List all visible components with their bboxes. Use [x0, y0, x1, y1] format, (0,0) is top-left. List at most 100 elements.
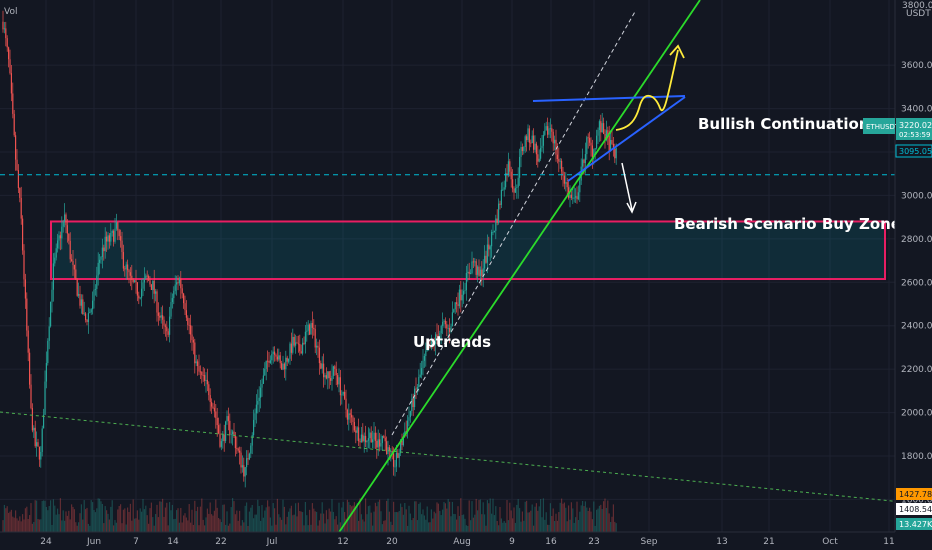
candle-body: [472, 261, 474, 263]
candle-body: [332, 366, 334, 376]
candle-body: [261, 383, 263, 388]
candle-body: [484, 255, 486, 269]
candle-body: [320, 363, 322, 369]
candle-body: [285, 357, 287, 370]
candle-body: [540, 148, 542, 159]
candle-body: [236, 448, 238, 449]
price-axis[interactable]: [895, 0, 932, 550]
volume-bar: [176, 510, 178, 532]
dashed-level-value: 3095.05: [899, 147, 932, 156]
candle-body: [591, 145, 593, 158]
candle-body: [500, 189, 502, 205]
volume-bar: [464, 518, 466, 532]
candle-body: [223, 434, 225, 441]
candle-body: [122, 252, 124, 269]
volume-bar: [409, 513, 411, 532]
volume-bar: [436, 502, 438, 532]
green-dotted-support-line[interactable]: [0, 411, 932, 506]
candle-body: [477, 266, 479, 275]
x-tick-label: 9: [509, 537, 515, 547]
volume-bar: [429, 522, 431, 532]
volume-bar: [381, 524, 383, 532]
candle-body: [93, 289, 95, 301]
volume-value: 13.427K: [899, 520, 932, 529]
candle-body: [167, 331, 169, 335]
volume-bar: [197, 506, 199, 532]
volume-badge[interactable]: [896, 518, 932, 530]
candle-body: [66, 225, 68, 234]
dashed-level-badge[interactable]: [895, 144, 932, 158]
candle-body: [380, 443, 382, 447]
candle-body: [597, 129, 599, 136]
candle-body: [26, 298, 28, 331]
volume-bar: [545, 512, 547, 532]
volume-bar: [579, 511, 581, 532]
triangle-top-line[interactable]: [532, 95, 686, 102]
current-price-value-badge[interactable]: [896, 118, 932, 140]
time-axis[interactable]: [0, 532, 895, 550]
volume-bar: [288, 511, 290, 532]
dashed-uptrend-line[interactable]: [391, 9, 637, 436]
orange-level-badge[interactable]: [896, 488, 932, 500]
volume-bar: [432, 518, 434, 532]
volume-bar: [218, 517, 220, 532]
candle-body: [516, 187, 518, 189]
candle-body: [101, 247, 103, 257]
volume-bar: [162, 498, 164, 532]
candle-body: [190, 325, 192, 335]
grid: [0, 0, 895, 532]
uptrend-line[interactable]: [326, 0, 701, 550]
volume-bar: [352, 505, 354, 532]
candle-body: [376, 440, 378, 448]
candle-body: [545, 126, 547, 131]
volume-bar: [460, 498, 462, 532]
candle-body: [386, 441, 388, 455]
candle-body: [339, 377, 341, 396]
volume-bar: [491, 513, 493, 532]
triangle-bottom-line[interactable]: [567, 96, 686, 182]
candle-body: [3, 28, 5, 30]
volume-bar: [27, 518, 29, 532]
volume-indicator-label: Vol: [4, 7, 17, 17]
candle-body: [416, 387, 418, 390]
candle-body: [45, 363, 47, 382]
volume-bar: [19, 516, 21, 532]
volume-bar: [554, 520, 556, 532]
volume-bar: [254, 514, 256, 532]
volume-bar: [583, 506, 585, 532]
white-level-badge[interactable]: [896, 503, 932, 515]
volume-bar: [302, 512, 304, 532]
current-price-badge[interactable]: [863, 118, 895, 134]
volume-bar: [276, 498, 278, 532]
volume-bar: [537, 510, 539, 532]
candle-body: [87, 313, 89, 323]
volume-bar: [548, 524, 550, 532]
y-tick-label: 3000.00: [901, 191, 932, 201]
candle-body: [163, 319, 165, 326]
candle-body: [584, 154, 586, 164]
candle-body: [601, 123, 603, 133]
volume-bar: [152, 517, 154, 532]
candle-body: [131, 275, 133, 280]
candle-body: [307, 324, 309, 331]
candle-body: [33, 427, 35, 431]
volume-bar: [251, 504, 253, 532]
volume-bar: [575, 517, 577, 532]
volume-bar: [125, 524, 127, 532]
candle-body: [360, 434, 362, 443]
candle-body: [363, 435, 365, 442]
volume-bar: [377, 501, 379, 532]
candle-body: [204, 375, 206, 381]
volume-bar: [54, 505, 56, 532]
volume-bar: [38, 519, 40, 532]
candle-body: [344, 391, 346, 399]
candle-body: [55, 248, 57, 258]
candle-body: [153, 280, 155, 294]
candle-body: [359, 441, 361, 443]
volume-bar: [17, 520, 19, 532]
candle-body: [321, 363, 323, 369]
x-tick-label: 12: [337, 537, 348, 547]
bullish-continuation-label: Bullish Continuation: [698, 115, 869, 133]
volume-bar: [496, 520, 498, 532]
